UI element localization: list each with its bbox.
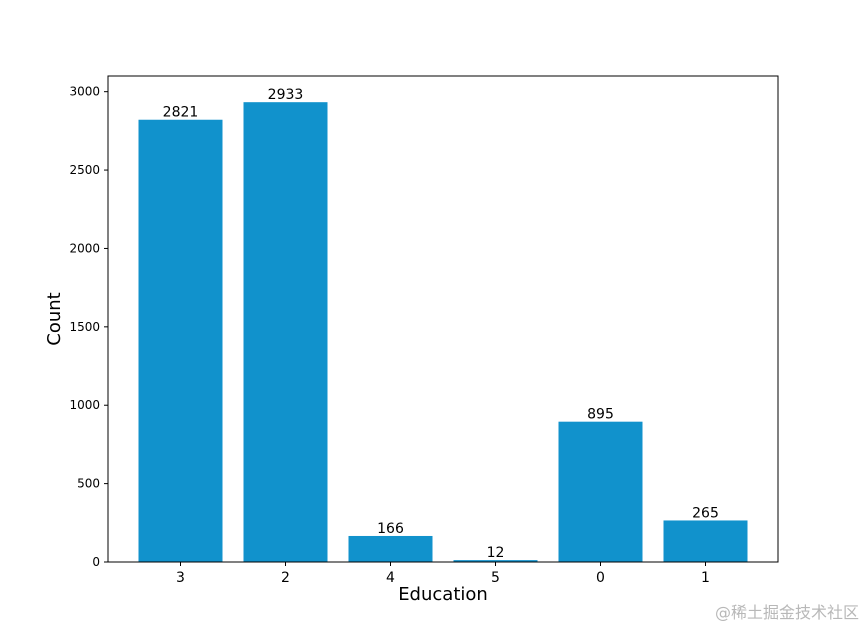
x-axis-label: Education bbox=[398, 584, 488, 605]
bar-value-label: 895 bbox=[587, 407, 614, 423]
x-tick-label: 1 bbox=[701, 570, 710, 586]
y-axis-label: Count bbox=[44, 292, 65, 345]
x-tick-label: 2 bbox=[281, 570, 290, 586]
y-axis-ticks: 0 500 1000 1500 2000 2500 3000 bbox=[69, 85, 108, 569]
y-tick-label: 500 bbox=[77, 477, 100, 491]
watermark: @稀土掘金技术社区 bbox=[714, 603, 859, 622]
bar-value-label: 166 bbox=[377, 521, 404, 537]
x-tick-label: 0 bbox=[596, 570, 605, 586]
bar-value-label: 265 bbox=[692, 505, 719, 521]
bar-value-label: 2821 bbox=[163, 105, 199, 121]
bars-group bbox=[138, 102, 748, 563]
bar-2 bbox=[243, 102, 328, 563]
bar-5 bbox=[453, 560, 538, 562]
plot-frame bbox=[107, 75, 779, 563]
bar-value-label: 2933 bbox=[268, 87, 304, 103]
x-tick-label: 4 bbox=[386, 570, 395, 586]
bar-1 bbox=[663, 520, 748, 562]
y-tick-label: 2500 bbox=[69, 163, 100, 177]
bar-0 bbox=[558, 421, 643, 562]
x-axis-ticks: 3 2 4 5 0 1 bbox=[176, 562, 710, 586]
y-tick-label: 3000 bbox=[69, 85, 100, 99]
bar-4 bbox=[348, 535, 433, 562]
y-tick-label: 1500 bbox=[69, 320, 100, 334]
x-tick-label: 5 bbox=[491, 570, 500, 586]
bar-labels-group: 2821 2933 166 12 895 265 bbox=[163, 87, 719, 561]
y-tick-label: 2000 bbox=[69, 241, 100, 255]
y-tick-label: 0 bbox=[92, 555, 100, 569]
bar-value-label: 12 bbox=[487, 545, 505, 561]
y-tick-label: 1000 bbox=[69, 398, 100, 412]
x-tick-label: 3 bbox=[176, 570, 185, 586]
bar-3 bbox=[138, 119, 223, 563]
